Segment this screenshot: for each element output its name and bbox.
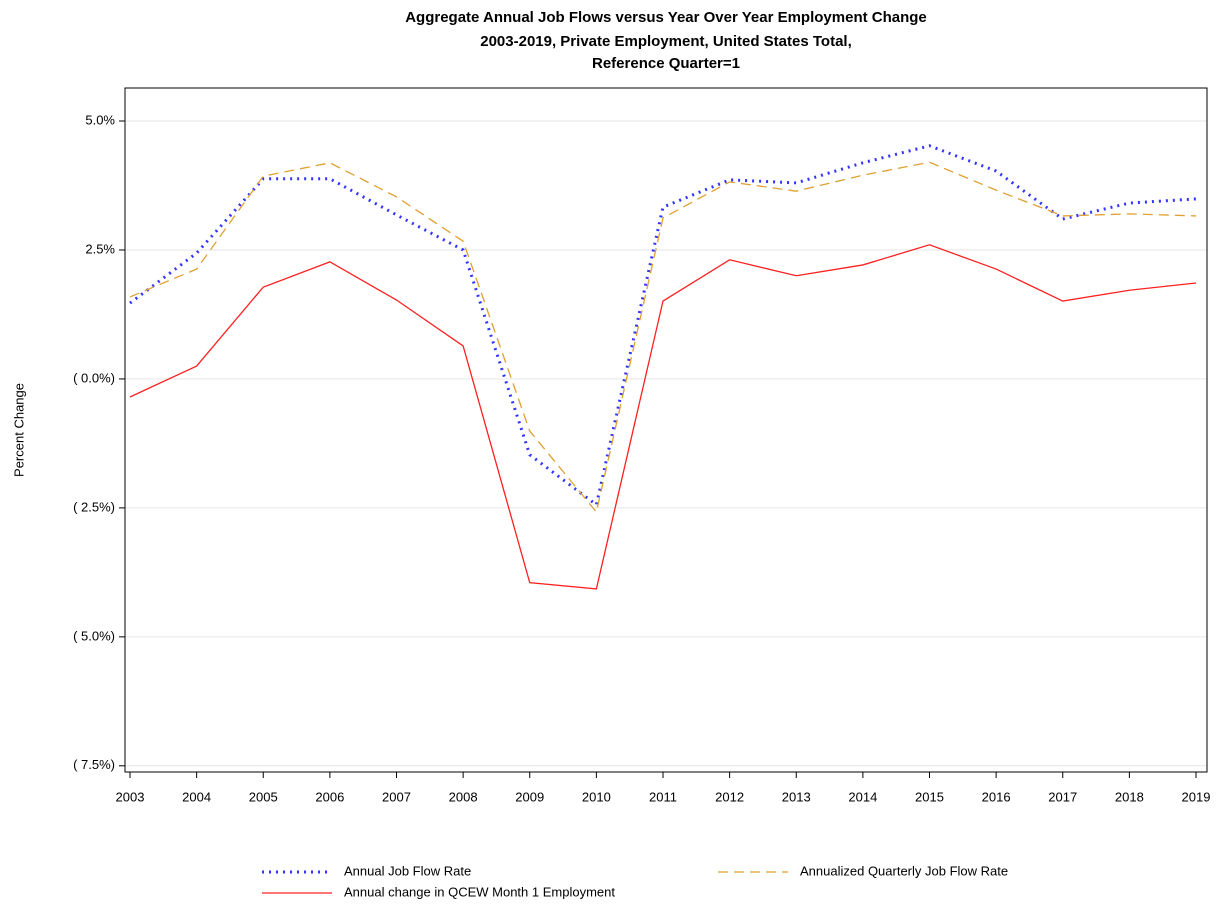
legend-label: Annualized Quarterly Job Flow Rate — [800, 863, 1008, 878]
y-axis-label: Percent Change — [11, 383, 26, 477]
y-tick-label: ( 7.5%) — [73, 757, 115, 772]
plot-frame — [124, 87, 1208, 773]
x-tick-label: 2009 — [515, 789, 544, 804]
legend-label: Annual Job Flow Rate — [344, 863, 471, 878]
series-line — [129, 144, 1197, 508]
y-tick-label: ( 5.0%) — [73, 628, 115, 643]
x-tick-label: 2012 — [715, 789, 744, 804]
x-tick-label: 2016 — [982, 789, 1011, 804]
chart-subtitle: Reference Quarter=1 — [592, 55, 740, 72]
y-tick-label: ( 0.0%) — [73, 370, 115, 385]
y-tick-label: 5.0% — [85, 112, 115, 127]
series-line — [129, 161, 1197, 514]
x-tick-label: 2014 — [848, 789, 877, 804]
x-tick-label: 2017 — [1048, 789, 1077, 804]
x-tick-label: 2004 — [182, 789, 211, 804]
x-tick-label: 2015 — [915, 789, 944, 804]
y-tick-label: 2.5% — [85, 241, 115, 256]
x-tick-label: 2007 — [382, 789, 411, 804]
x-tick-label: 2008 — [449, 789, 478, 804]
x-tick-label: 2019 — [1182, 789, 1211, 804]
series-line — [129, 244, 1197, 590]
x-tick-label: 2006 — [315, 789, 344, 804]
x-tick-label: 2010 — [582, 789, 611, 804]
x-tick-label: 2005 — [249, 789, 278, 804]
x-tick-label: 2018 — [1115, 789, 1144, 804]
y-tick-label: ( 2.5%) — [73, 499, 115, 514]
chart-title: Aggregate Annual Job Flows versus Year O… — [405, 9, 927, 26]
x-tick-label: 2011 — [649, 789, 677, 804]
chart-subtitle: 2003-2019, Private Employment, United St… — [480, 33, 852, 50]
x-tick-label: 2013 — [782, 789, 811, 804]
x-tick-label: 2003 — [116, 789, 145, 804]
legend-label: Annual change in QCEW Month 1 Employment — [344, 884, 615, 899]
